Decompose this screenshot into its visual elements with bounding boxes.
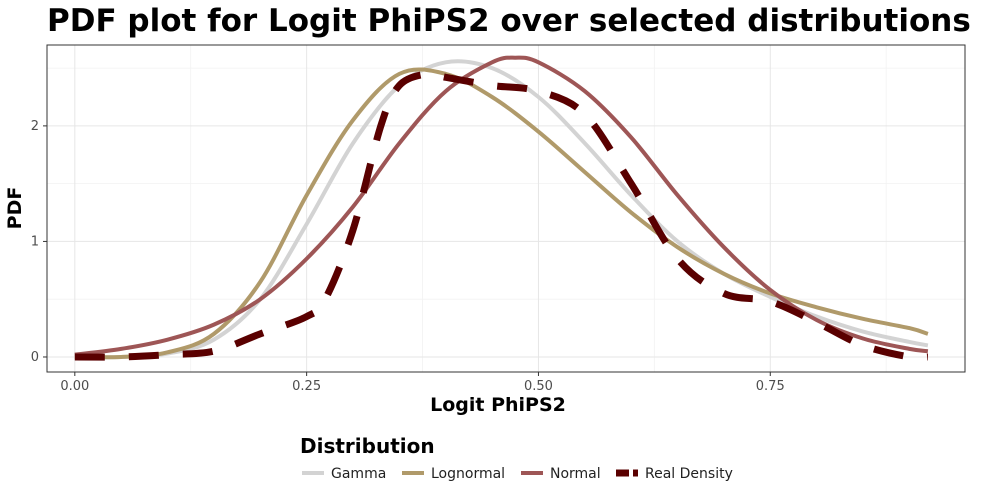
legend: Distribution Gamma Lognormal Normal Real De… — [300, 434, 733, 482]
y-tick-label: 0 — [31, 350, 39, 365]
plot-area: 0.00 0.25 0.50 0.75 0 1 2 — [31, 44, 966, 394]
y-axis-title: PDF — [4, 187, 26, 230]
x-tick-label: 0.00 — [60, 379, 89, 394]
series-line-lognormal — [74, 67, 929, 360]
x-tick-label: 0.25 — [292, 379, 321, 394]
legend-label: Real Density — [645, 466, 733, 482]
x-tick-label: 0.75 — [756, 379, 785, 394]
series-line-real-density — [74, 70, 929, 362]
chart-title: PDF plot for Logit PhiPS2 over selected … — [47, 3, 971, 39]
series-lines — [74, 55, 929, 362]
y-tick-label: 2 — [31, 119, 39, 134]
legend-label: Normal — [550, 466, 601, 482]
plot-background — [47, 45, 965, 372]
plot-border — [46, 44, 966, 373]
legend-label: Gamma — [331, 466, 386, 482]
legend-title: Distribution — [300, 434, 435, 458]
x-axis-title: Logit PhiPS2 — [430, 394, 566, 416]
x-tick-label: 0.50 — [524, 379, 553, 394]
legend-label: Lognormal — [431, 466, 505, 482]
y-tick-label: 1 — [31, 234, 39, 249]
series-line-normal — [74, 55, 929, 357]
